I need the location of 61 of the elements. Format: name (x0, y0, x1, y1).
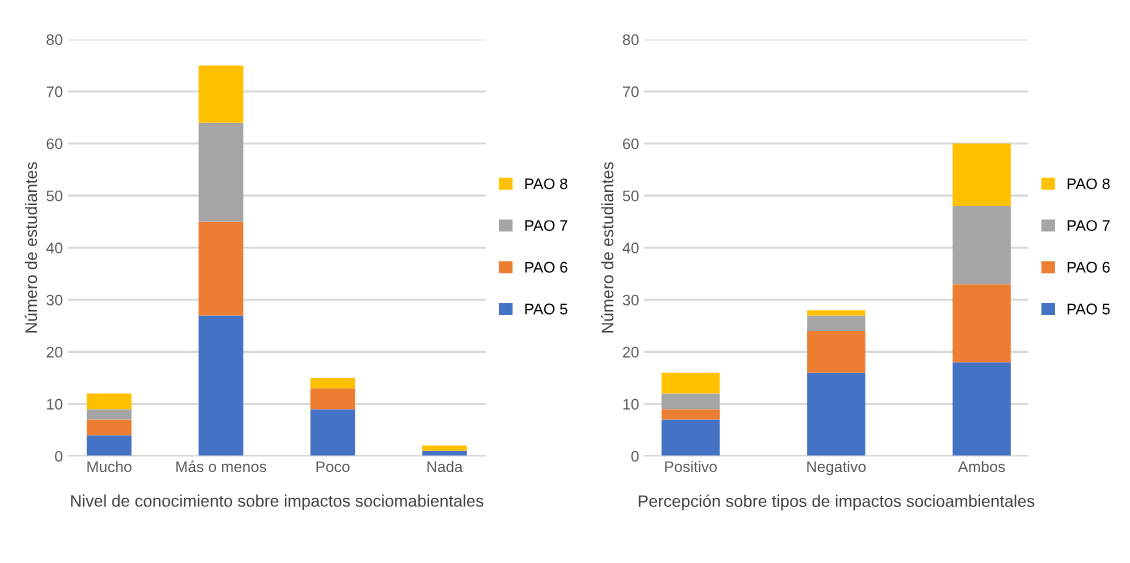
legend-label: PAO 8 (1067, 178, 1110, 190)
bar (952, 362, 1011, 457)
bar (661, 409, 720, 420)
legend-label: PAO 7 (525, 220, 568, 231)
y-tick-label: 10 (47, 398, 63, 410)
y-tick-label: 20 (623, 346, 639, 358)
bar (198, 122, 244, 222)
y-tick-label: 70 (46, 86, 63, 98)
bar (661, 419, 720, 457)
legend-label: PAO 5 (525, 303, 568, 315)
x-tick-label: Ambos (957, 460, 1005, 473)
bar (422, 445, 467, 451)
y-tick-label: 70 (623, 86, 639, 98)
bar (661, 393, 720, 410)
y-tick-label: 10 (623, 398, 639, 410)
bar (86, 393, 132, 410)
y-tick-label: 60 (46, 138, 63, 150)
y-tick-label: 30 (46, 294, 63, 306)
bar (198, 221, 244, 316)
bar (952, 206, 1011, 285)
x-tick-label: Poco (316, 461, 350, 473)
bar (807, 372, 866, 457)
bar (310, 377, 356, 389)
y-tick-label: 60 (623, 138, 639, 150)
y-tick-label: 80 (622, 34, 639, 46)
bar (807, 331, 866, 373)
bar (310, 409, 356, 457)
y-tick-label: 50 (622, 190, 639, 202)
legend-label: PAO 5 (1067, 303, 1110, 315)
bar (310, 388, 356, 410)
legend-label: PAO 6 (1067, 261, 1110, 273)
y-axis-title: Número de estudiantes (24, 162, 38, 333)
bar (952, 284, 1011, 363)
y-tick-label: 50 (46, 190, 63, 202)
y-tick-label: 40 (622, 242, 639, 254)
bar (198, 65, 244, 123)
bar (661, 372, 720, 394)
y-tick-label: 0 (631, 450, 639, 462)
x-tick-label: Positivo (665, 460, 717, 473)
x-tick-label: Mucho (87, 460, 132, 473)
x-tick-label: Nada (427, 460, 463, 473)
y-axis-title: Número de estudiantes (600, 162, 614, 333)
x-tick-label: Más o menos (176, 460, 267, 473)
y-tick-label: 40 (46, 242, 63, 254)
legend-label: PAO 6 (525, 261, 568, 273)
x-axis-title: Nivel de conocimiento sobre impactos sociomabientales (71, 494, 484, 511)
y-tick-label: 0 (55, 450, 63, 462)
bar (86, 419, 132, 436)
bar (807, 315, 866, 332)
bar (952, 143, 1011, 207)
y-tick-label: 80 (46, 34, 63, 46)
legend-label: PAO 7 (1067, 220, 1110, 231)
bar (807, 310, 866, 316)
bar (86, 409, 132, 420)
x-axis-title: Percepción sobre tipos de impactos socioambientales (638, 494, 1035, 511)
bar (198, 315, 244, 457)
bar (86, 435, 132, 457)
x-tick-label: Negativo (807, 460, 866, 476)
y-tick-label: 30 (622, 294, 639, 306)
y-tick-label: 20 (46, 346, 63, 358)
legend-label: PAO 8 (525, 178, 568, 190)
